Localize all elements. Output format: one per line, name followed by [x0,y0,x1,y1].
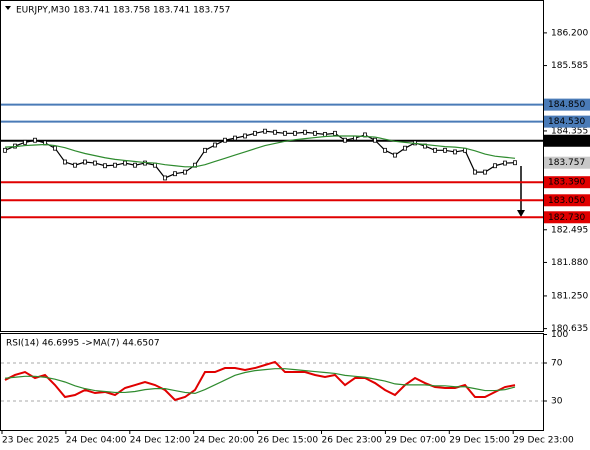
candle [443,147,447,153]
candle [493,163,497,169]
series-line [4,135,516,168]
candle [113,162,117,168]
x-tick-label: 29 Dec 15:00 [449,436,510,446]
candle [203,147,207,153]
chart-title: EURJPY,M30 183.741 183.758 183.741 183.7… [16,6,230,16]
candle [183,169,187,175]
candle [333,130,337,136]
candle [73,162,77,168]
candle [503,160,507,166]
candle [243,133,247,139]
arrow [517,166,525,217]
x-tick-label: 26 Dec 15:00 [258,436,319,446]
candle [473,169,477,175]
candle [133,162,137,168]
y-tick-label: 186.200 [551,28,588,38]
rsi-frame [0,333,544,431]
level-tag [544,156,590,169]
rsi-title: RSI(14) 46.6995 ->MA(7) 44.6507 [6,339,160,349]
level-label: 182.730 [548,213,585,223]
collapse-icon[interactable] [5,6,11,10]
candle [123,160,127,166]
x-tick-label: 24 Dec 04:00 [66,436,127,446]
x-tick-label: 26 Dec 23:00 [322,436,383,446]
x-tick-label: 24 Dec 12:00 [130,436,191,446]
candle [53,145,57,151]
level-label: 183.390 [548,178,585,188]
candle [343,137,347,143]
candle [263,128,267,134]
level-label: 184.530 [548,117,585,127]
candle [283,130,287,136]
candle [353,135,357,141]
level-label: 184.170 [548,136,585,146]
y-tick-label: 30 [551,397,563,407]
y-tick-label: 70 [551,359,563,369]
candle [23,139,27,145]
y-tick-label: 181.250 [551,291,588,301]
level-tag [544,98,590,111]
candle [373,137,377,143]
candle [103,163,107,169]
candle [513,160,517,166]
candle [3,147,7,153]
y-tick-label: 185.585 [551,61,588,71]
candle [393,152,397,158]
candle [403,145,407,151]
x-tick-label: 24 Dec 20:00 [194,436,255,446]
candle [273,129,277,135]
candle [483,169,487,175]
candle [383,147,387,153]
candle [293,130,297,136]
candle [303,129,307,135]
candle [163,175,167,181]
y-tick-label: 180.635 [551,324,588,334]
candle [233,135,237,141]
level-label: 183.050 [548,196,585,206]
candle [213,142,217,148]
x-tick-label: 29 Dec 07:00 [385,436,446,446]
candle [323,131,327,137]
y-tick-label: 181.880 [551,258,588,268]
series-line [4,360,516,402]
y-tick-label: 184.355 [551,126,588,136]
candle [253,130,257,136]
candle [33,137,37,143]
candle [433,147,437,153]
level-label: 184.850 [548,100,585,110]
series-line [4,368,516,395]
series-line [4,130,516,179]
candle [223,137,227,143]
candle [63,159,67,165]
level-tag [544,115,590,128]
x-tick-label: 29 Dec 23:00 [513,436,574,446]
level-tag [544,211,590,224]
price-frame [0,0,544,332]
candle [313,130,317,136]
candle [93,160,97,166]
level-tag [544,194,590,207]
candle [83,159,87,165]
level-tag [544,176,590,189]
y-tick-label: 182.495 [551,225,588,235]
x-tick-label: 23 Dec 2025 [2,436,60,446]
candle [173,171,177,177]
y-tick-label: 100 [551,330,568,340]
level-tag [544,134,590,147]
candle [453,149,457,155]
level-label: 183.757 [548,158,585,168]
